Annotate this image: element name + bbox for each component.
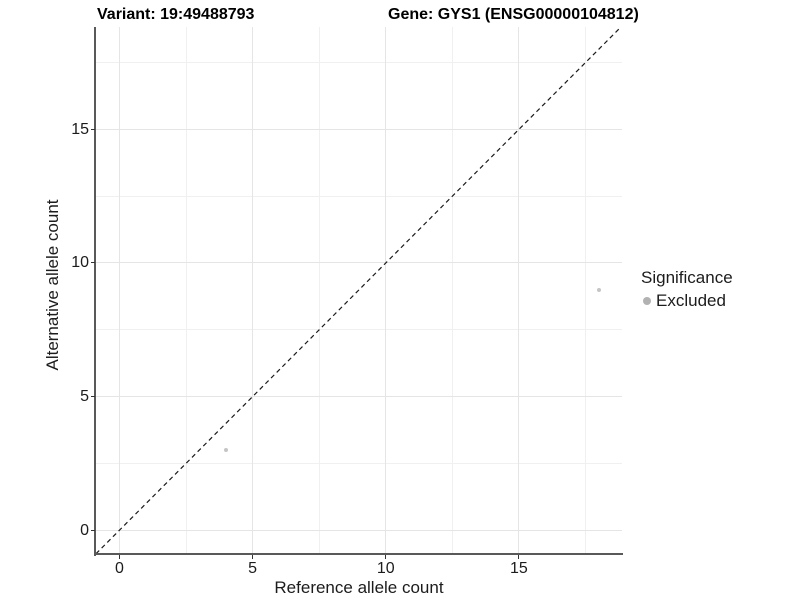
x-axis-title: Reference allele count bbox=[274, 578, 444, 597]
legend: Significance Excluded bbox=[641, 268, 733, 311]
y-minor-gridline bbox=[96, 195, 622, 197]
data-point bbox=[223, 448, 228, 453]
y-axis-title: Alternative allele count bbox=[43, 199, 62, 371]
y-axis-tick bbox=[91, 529, 95, 531]
x-tick-label: 15 bbox=[510, 560, 528, 577]
y-minor-gridline bbox=[96, 462, 622, 464]
y-tick-label: 15 bbox=[71, 120, 89, 138]
legend-point-icon bbox=[643, 297, 651, 305]
x-major-gridline bbox=[385, 27, 387, 554]
legend-item: Excluded bbox=[641, 291, 733, 311]
y-major-gridline bbox=[96, 128, 622, 130]
y-tick-label: 0 bbox=[80, 521, 89, 539]
gene-title: Gene: GYS1 (ENSG00000104812) bbox=[388, 6, 639, 23]
legend-items: Excluded bbox=[641, 291, 733, 311]
x-tick-label: 0 bbox=[114, 560, 124, 577]
variant-title: Variant: 19:49488793 bbox=[97, 6, 255, 23]
y-major-gridline bbox=[96, 396, 622, 398]
x-tick-label: 5 bbox=[248, 560, 258, 577]
data-point bbox=[596, 287, 601, 292]
x-minor-gridline bbox=[451, 27, 453, 554]
y-axis-tick bbox=[91, 262, 95, 264]
x-axis-line bbox=[94, 553, 623, 555]
x-major-gridline bbox=[252, 27, 254, 554]
plot-panel bbox=[95, 26, 622, 555]
x-axis-tick bbox=[118, 555, 120, 559]
y-axis-line bbox=[94, 27, 96, 556]
x-tick-label: 10 bbox=[376, 560, 395, 577]
y-axis-tick bbox=[91, 128, 95, 130]
legend-item-label: Excluded bbox=[656, 291, 726, 310]
x-major-gridline bbox=[518, 27, 520, 554]
y-major-gridline bbox=[96, 529, 622, 531]
x-axis-tick bbox=[385, 555, 387, 559]
y-minor-gridline bbox=[96, 62, 622, 64]
identity-line bbox=[95, 26, 622, 555]
y-minor-gridline bbox=[96, 329, 622, 331]
x-minor-gridline bbox=[585, 27, 586, 554]
x-minor-gridline bbox=[185, 27, 187, 554]
y-tick-label: 10 bbox=[71, 254, 89, 272]
x-minor-gridline bbox=[318, 27, 320, 554]
x-major-gridline bbox=[118, 27, 120, 554]
x-axis-tick bbox=[252, 555, 254, 559]
x-axis-tick bbox=[518, 555, 520, 559]
y-tick-label: 5 bbox=[80, 388, 89, 406]
legend-title: Significance bbox=[641, 268, 733, 287]
y-major-gridline bbox=[96, 262, 622, 264]
y-axis-tick bbox=[91, 396, 95, 398]
